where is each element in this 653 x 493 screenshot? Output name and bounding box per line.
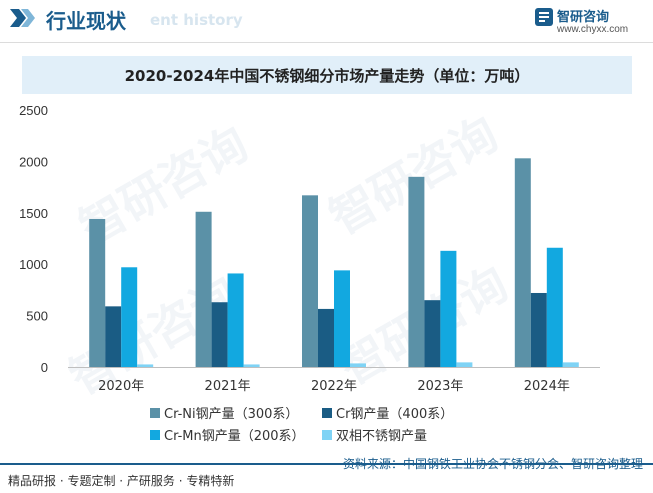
brand-logo: 智研咨询 www.chyxx.com xyxy=(535,6,639,40)
bar xyxy=(440,250,457,367)
y-tick-label: 2500 xyxy=(19,103,48,118)
y-tick-label: 1000 xyxy=(19,257,48,272)
brand-url: www.chyxx.com xyxy=(557,24,629,35)
y-tick-label: 500 xyxy=(26,309,48,324)
bar xyxy=(121,267,138,367)
bar xyxy=(408,176,425,367)
footer: 精品研报 · 专题定制 · 产研服务 · 专精特新 xyxy=(0,463,653,493)
bar xyxy=(318,308,334,367)
bar xyxy=(530,292,547,367)
bar xyxy=(456,362,473,367)
legend-label: 双相不锈钢产量 xyxy=(336,429,427,444)
bar xyxy=(514,158,531,367)
legend-label: Cr-Ni钢产量（300系） xyxy=(164,407,298,422)
bar xyxy=(195,211,212,367)
brand-name: 智研咨询 xyxy=(557,10,610,25)
x-tick-label: 2023年 xyxy=(417,379,463,394)
x-tick-label: 2021年 xyxy=(205,379,251,394)
y-tick-label: 1500 xyxy=(19,206,48,221)
legend-swatch xyxy=(150,430,160,440)
bar xyxy=(546,247,563,367)
bar xyxy=(227,273,244,367)
legend-swatch xyxy=(150,408,160,418)
bar xyxy=(424,300,441,367)
x-tick-label: 2024年 xyxy=(524,379,570,394)
legend-label: Cr-Mn钢产量（200系） xyxy=(164,429,305,444)
bar xyxy=(211,302,228,367)
bar xyxy=(105,306,122,367)
chart-title-box: 2020-2024年中国不锈钢细分市场产量走势（单位：万吨） xyxy=(22,56,632,94)
bar xyxy=(89,218,106,367)
bar xyxy=(350,363,366,367)
footer-divider xyxy=(0,463,653,465)
section-title: 行业现状 xyxy=(46,9,126,33)
header-divider xyxy=(0,42,653,43)
bar xyxy=(243,364,260,367)
footer-services: 精品研报 · 专题定制 · 产研服务 · 专精特新 xyxy=(8,474,235,488)
bar xyxy=(137,364,154,367)
x-tick-label: 2022年 xyxy=(311,379,357,394)
bar xyxy=(562,362,579,367)
bar xyxy=(334,270,350,367)
double-chevron-icon xyxy=(10,9,35,27)
bar-chart: 0 500 1000 1500 2000 2500 2020年 2021年 2022年 2023年… xyxy=(19,103,600,444)
header: 行业现状 ent history 智研咨询 www.chyxx.com xyxy=(0,0,653,36)
legend-swatch xyxy=(322,430,332,440)
x-tick-label: 2020年 xyxy=(98,379,144,394)
bar xyxy=(302,195,318,367)
data-source: 资料来源：中国钢铁工业协会不锈钢分会、智研咨询整理 xyxy=(342,457,643,471)
y-tick-label: 0 xyxy=(41,360,48,375)
chart-title: 2020-2024年中国不锈钢细分市场产量走势（单位：万吨） xyxy=(124,67,530,85)
section-ghost-text: ent history xyxy=(150,11,243,29)
y-tick-label: 2000 xyxy=(19,154,48,169)
brand-mark-icon xyxy=(535,8,553,26)
legend-label: Cr钢产量（400系） xyxy=(336,407,453,422)
legend-swatch xyxy=(322,408,332,418)
